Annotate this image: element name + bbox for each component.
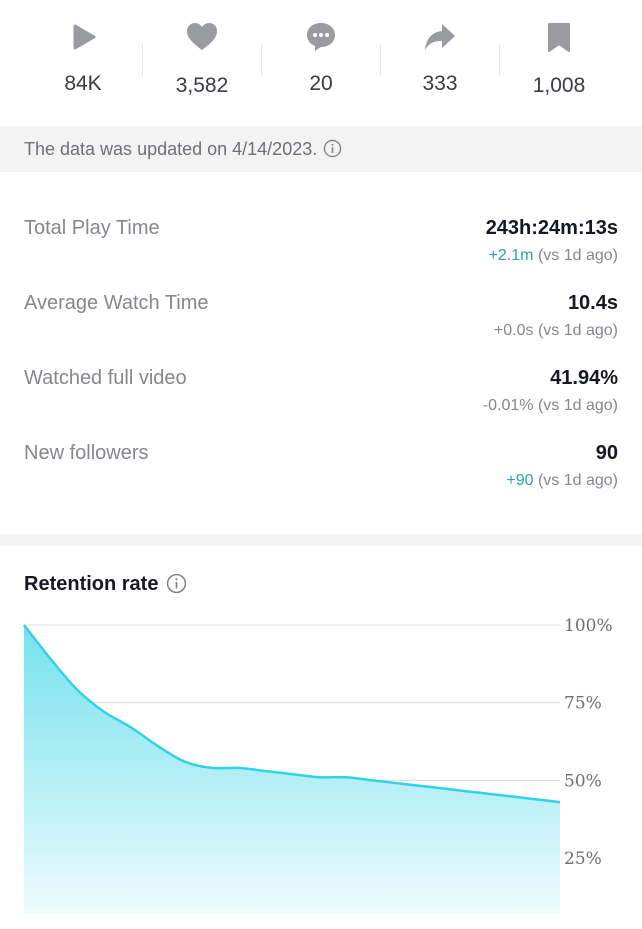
metric-average-watch-time: Average Watch Time 10.4s +0.0s (vs 1d ag… [0,292,642,367]
divider [142,44,143,76]
section-divider [0,534,642,546]
saves-count: 1,008 [532,74,586,97]
divider [380,44,381,76]
heart-icon [185,20,219,54]
metric-change: -0.01% (vs 1d ago) [483,397,618,415]
metric-change: +2.1m (vs 1d ago) [489,247,618,265]
metric-value: 41.94% [550,367,618,389]
likes-stat: 3,582 [142,0,262,126]
metric-value: 10.4s [567,292,618,314]
saves-stat: 1,008 [499,0,619,126]
metric-change: +0.0s (vs 1d ago) [494,322,618,340]
y-tick-label: 50% [564,771,602,791]
views-count: 84K [64,72,102,95]
share-icon [423,20,457,54]
retention-title: Retention rate [24,573,187,596]
metric-label: New followers [24,442,149,464]
bookmark-icon [542,20,576,54]
shares-stat: 333 [380,0,500,126]
comments-count: 20 [309,72,333,95]
play-icon [66,20,100,54]
views-stat: 84K [23,0,143,126]
metric-total-play-time: Total Play Time 243h:24m:13s +2.1m (vs 1… [0,217,642,292]
metric-new-followers: New followers 90 +90 (vs 1d ago) [0,442,642,517]
metric-label: Watched full video [24,367,187,389]
metrics-list: Total Play Time 243h:24m:13s +2.1m (vs 1… [0,172,642,534]
video-stats-bar: 84K 3,582 20 333 1,008 [0,0,642,126]
divider [261,44,262,76]
comment-icon [304,20,338,54]
retention-title-text: Retention rate [24,573,159,595]
metric-change: +90 (vs 1d ago) [506,472,618,490]
shares-count: 333 [422,72,458,95]
metric-delta: +2.1m [488,247,534,264]
comments-stat: 20 [261,0,381,126]
info-icon[interactable] [166,573,187,594]
update-notice-text: The data was updated on 4/14/2023. [24,139,318,159]
metric-value: 90 [595,442,618,464]
info-icon[interactable] [323,139,342,158]
y-tick-label: 100% [564,616,613,636]
metric-compare: (vs 1d ago) [537,322,618,339]
metric-delta: +90 [506,472,534,489]
metric-label: Average Watch Time [24,292,209,314]
y-tick-label: 75% [564,694,602,714]
retention-chart: 100% 75% 50% 25% [23,616,613,914]
metric-compare: (vs 1d ago) [537,397,618,414]
metric-value: 243h:24m:13s [485,217,618,239]
y-tick-label: 25% [564,849,602,869]
data-update-notice: The data was updated on 4/14/2023. [0,126,642,172]
metric-label: Total Play Time [24,217,160,239]
metric-compare: (vs 1d ago) [537,247,618,264]
metric-delta: +0.0s [493,322,534,339]
likes-count: 3,582 [175,74,229,97]
divider [499,44,500,76]
retention-area [24,625,560,914]
retention-line [23,624,561,804]
metric-watched-full-video: Watched full video 41.94% -0.01% (vs 1d … [0,367,642,442]
metric-compare: (vs 1d ago) [537,472,618,489]
metric-delta: -0.01% [482,397,534,414]
